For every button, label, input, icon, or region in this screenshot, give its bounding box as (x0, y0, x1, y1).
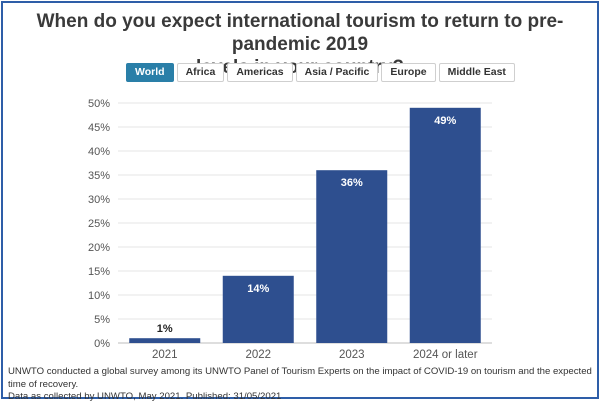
region-tabs: World Africa Americas Asia / Pacific Eur… (126, 63, 515, 82)
data-label: 49% (434, 115, 456, 127)
x-tick-label: 2022 (245, 349, 271, 361)
tab-asia-pacific[interactable]: Asia / Pacific (295, 63, 379, 82)
bar (222, 275, 294, 343)
tab-world[interactable]: World (126, 63, 174, 82)
y-tick-label: 5% (94, 314, 110, 326)
footnote: UNWTO conducted a global survey among it… (8, 366, 598, 404)
title-line-1: When do you expect international tourism… (36, 11, 564, 55)
x-tick-label: 2023 (339, 349, 365, 361)
tab-europe[interactable]: Europe (381, 63, 436, 82)
y-tick-label: 30% (88, 194, 110, 206)
y-tick-label: 35% (88, 170, 110, 182)
y-tick-label: 40% (88, 146, 110, 158)
data-label: 1% (157, 323, 173, 335)
y-tick-label: 10% (88, 290, 110, 302)
tab-americas[interactable]: Americas (227, 63, 293, 82)
y-tick-label: 20% (88, 242, 110, 254)
bar (129, 338, 201, 343)
y-tick-label: 50% (88, 98, 110, 110)
footnote-line-1: UNWTO conducted a global survey among it… (8, 366, 592, 390)
x-tick-label: 2021 (152, 349, 178, 361)
bar (409, 107, 481, 343)
data-label: 36% (341, 177, 363, 189)
footnote-line-2: Data as collected by UNWTO, May 2021. Pu… (8, 391, 282, 402)
y-tick-label: 25% (88, 218, 110, 230)
tab-middle-east[interactable]: Middle East (438, 63, 515, 82)
data-label: 14% (247, 283, 269, 295)
y-tick-label: 45% (88, 122, 110, 134)
x-tick-label: 2024 or later (413, 349, 478, 361)
y-tick-label: 15% (88, 266, 110, 278)
tab-africa[interactable]: Africa (176, 63, 225, 82)
y-tick-label: 0% (94, 338, 110, 350)
bar (316, 170, 388, 343)
